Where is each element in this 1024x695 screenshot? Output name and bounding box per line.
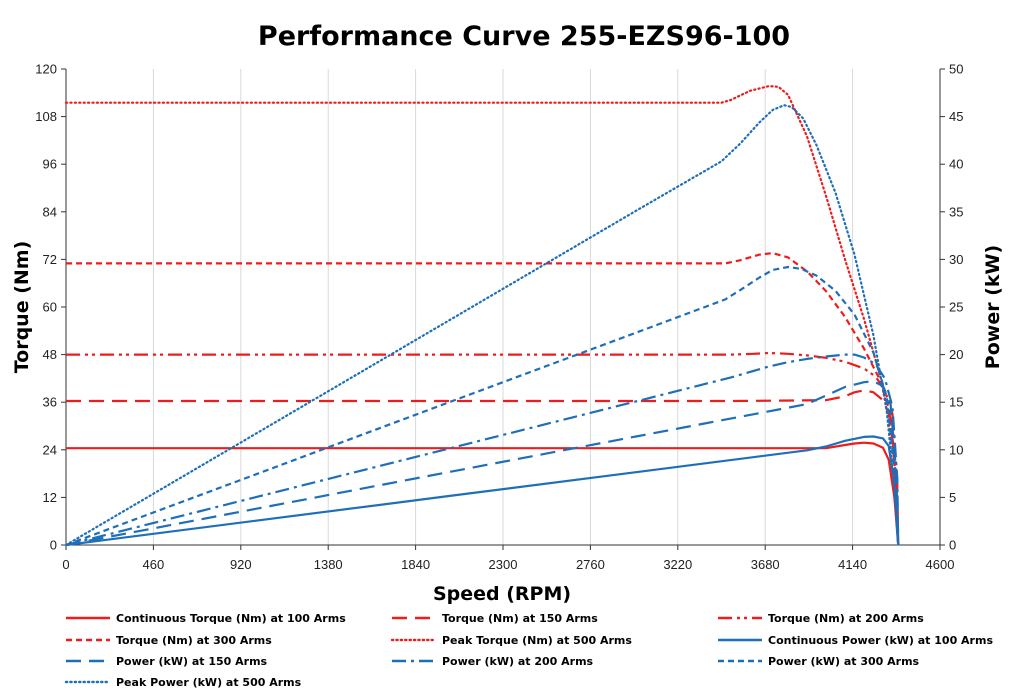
y-tick-label: 0 (50, 538, 57, 553)
legend-item: Torque (Nm) at 200 Arms (718, 612, 924, 625)
legend: Continuous Torque (Nm) at 100 Arms Torque… (64, 612, 993, 689)
axes (61, 68, 945, 550)
x-tick-label: 0 (62, 557, 69, 572)
legend-item: Peak Power (kW) at 500 Arms (64, 676, 302, 689)
x-tick-label: 1840 (401, 557, 430, 572)
y-tick-label: 48 (43, 347, 57, 362)
legend-label: Torque (Nm) at 150 Arms (442, 612, 598, 625)
series-line-4 (66, 252, 900, 546)
series-line-6 (65, 435, 900, 547)
series-line-7 (65, 380, 900, 547)
x-tick-label: 3680 (751, 557, 780, 572)
y-tick-label: 36 (43, 395, 57, 410)
x-tick-label: 1380 (314, 557, 343, 572)
legend-label: Power (kW) at 200 Arms (442, 655, 594, 668)
y-tick-label: 84 (43, 204, 57, 219)
legend-item: Torque (Nm) at 300 Arms (66, 634, 272, 647)
y2-tick-label: 50 (949, 62, 963, 77)
y2-tick-label: 35 (949, 204, 963, 219)
y2-tick-label: 20 (949, 347, 963, 362)
legend-label: Power (kW) at 150 Arms (116, 655, 268, 668)
legend-label: Power (kW) at 300 Arms (768, 655, 920, 668)
y-tick-label: 96 (43, 157, 57, 172)
legend-label: Torque (Nm) at 300 Arms (116, 634, 272, 647)
chart-title: Performance Curve 255-EZS96-100 (258, 21, 790, 52)
legend-item: Continuous Torque (Nm) at 100 Arms (66, 612, 346, 625)
y2-tick-label: 40 (949, 157, 963, 172)
y2-tick-label: 15 (949, 395, 963, 410)
legend-item: Power (kW) at 300 Arms (718, 655, 920, 668)
y-tick-label: 108 (35, 109, 57, 124)
series-line-5 (64, 84, 900, 547)
x-tick-label: 4140 (838, 557, 867, 572)
legend-label: Torque (Nm) at 200 Arms (768, 612, 924, 625)
y2-tick-label: 10 (949, 442, 963, 457)
y2-tick-label: 30 (949, 252, 963, 267)
x-tick-label: 4600 (926, 557, 955, 572)
x-tick-label: 2760 (576, 557, 605, 572)
legend-item: Torque (Nm) at 150 Arms (392, 612, 598, 625)
series-line-9 (65, 265, 900, 547)
y2-tick-label: 45 (949, 109, 963, 124)
y-axis-title: Torque (Nm) (11, 241, 33, 374)
series-line-1 (66, 441, 900, 546)
y2-tick-label: 0 (949, 538, 956, 553)
x-tick-label: 3220 (663, 557, 692, 572)
x-tick-label: 460 (143, 557, 165, 572)
legend-item: Continuous Power (kW) at 100 Arms (718, 634, 993, 647)
y2-axis-title: Power (kW) (982, 245, 1004, 369)
series-line-10 (64, 104, 900, 547)
y-tick-label: 120 (35, 62, 57, 77)
legend-label: Continuous Power (kW) at 100 Arms (768, 634, 993, 647)
tick-labels: 0 12 24 36 48 60 72 84 96 108 120 0 5 10 15 20 25 30 35 40 4… (35, 62, 963, 573)
legend-item: Peak Torque (Nm) at 500 Arms (390, 634, 632, 647)
y-tick-label: 60 (43, 300, 57, 315)
x-tick-label: 920 (230, 557, 252, 572)
series-line-8 (65, 353, 900, 547)
legend-label: Continuous Torque (Nm) at 100 Arms (116, 612, 346, 625)
y-tick-label: 12 (43, 490, 57, 505)
legend-item: Power (kW) at 200 Arms (392, 655, 594, 668)
y2-tick-label: 25 (949, 300, 963, 315)
y-tick-label: 24 (43, 442, 57, 457)
legend-label: Peak Torque (Nm) at 500 Arms (442, 634, 632, 647)
y2-tick-label: 5 (949, 490, 956, 505)
x-axis-title: Speed (RPM) (433, 583, 571, 605)
y-tick-label: 72 (43, 252, 57, 267)
legend-label: Peak Power (kW) at 500 Arms (116, 676, 302, 689)
data-series (64, 84, 900, 547)
legend-item: Power (kW) at 150 Arms (66, 655, 268, 668)
x-tick-label: 2300 (489, 557, 518, 572)
